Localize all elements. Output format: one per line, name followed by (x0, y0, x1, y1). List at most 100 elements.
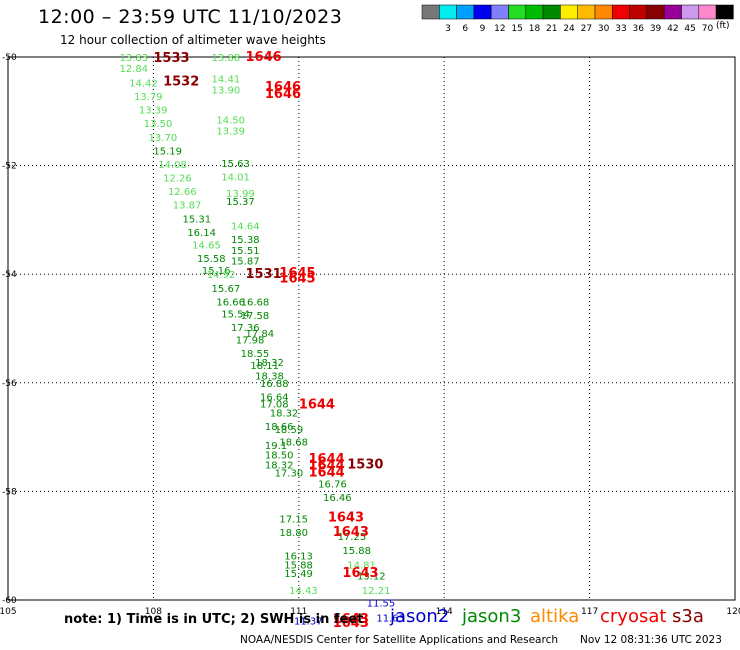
pass-time-label: 1646 (265, 87, 301, 102)
pass-time-label: 1531 (245, 267, 281, 282)
wave-height-label: 13.70 (149, 133, 178, 144)
color-scale-swatch (560, 4, 578, 20)
y-tick-label: -52 (2, 162, 17, 172)
x-tick-label: 114 (436, 607, 453, 617)
wave-height-label: 15.31 (182, 214, 211, 225)
color-scale-label: 18 (529, 24, 541, 34)
color-scale-swatch (456, 4, 475, 20)
wave-height-label: 14.81 (347, 561, 376, 572)
wave-height-label: 15.37 (226, 197, 255, 208)
x-tick-label: 111 (290, 607, 307, 617)
wave-height-label: 14.43 (289, 586, 318, 597)
wave-height-label: 13.39 (139, 106, 168, 117)
pass-time-label: 1646 (245, 50, 281, 65)
color-scale-label: 6 (462, 24, 468, 34)
wave-height-label: 15.88 (284, 561, 313, 572)
color-scale-label: 24 (563, 24, 575, 34)
x-tick-label: 108 (145, 607, 162, 617)
wave-height-label: 13.99 (226, 189, 255, 200)
wave-height-label: 15.88 (342, 546, 371, 557)
color-scale-swatch (698, 4, 717, 20)
pass-time-label: 1644 (308, 465, 344, 480)
wave-height-label: 16.88 (260, 379, 289, 390)
wave-height-label: 15.49 (284, 569, 313, 580)
color-scale-swatch (439, 4, 457, 20)
wave-height-label: 18.32 (265, 460, 294, 471)
wave-height-label: 13.87 (173, 201, 202, 212)
x-tick-label: 105 (0, 607, 17, 617)
wave-height-label: 16.68 (241, 297, 270, 308)
footer-timestamp: Nov 12 08:31:36 UTC 2023 (580, 634, 722, 646)
wave-height-label: 15.87 (231, 257, 260, 268)
wave-height-label: 14.50 (216, 115, 245, 126)
legend-s3a: s3a (672, 606, 704, 627)
wave-height-label: 14.64 (231, 221, 260, 232)
wave-height-label: 15.58 (197, 254, 226, 265)
color-scale-label: 42 (667, 24, 678, 34)
wave-height-label: 16.14 (187, 228, 216, 239)
wave-height-label: 14.92 (207, 270, 236, 281)
wave-height-label: 17.08 (260, 399, 289, 410)
wave-height-label: 14.01 (221, 172, 250, 183)
pass-time-label: 1644 (299, 398, 335, 413)
wave-height-label: 15.54 (221, 309, 250, 320)
wave-height-label: 13.83 (119, 53, 148, 64)
legend-altika: altika (530, 606, 580, 627)
x-tick-label: 120 (726, 607, 740, 617)
pass-time-label: 1532 (163, 74, 199, 89)
pass-time-label: 1645 (279, 272, 315, 287)
color-scale-swatch (490, 4, 509, 20)
wave-height-label: 18.32 (270, 409, 299, 420)
wave-height-label: 12.21 (362, 586, 391, 597)
wave-height-label: 15.67 (212, 284, 241, 295)
wave-height-label: 14.65 (192, 240, 221, 251)
x-tick-label: 117 (581, 607, 598, 617)
legend-jason3: jason3 (462, 606, 522, 627)
color-scale-swatch (715, 4, 734, 20)
color-scale-label: 27 (581, 24, 592, 34)
y-tick-label: -56 (2, 379, 17, 389)
y-tick-label: -58 (2, 487, 17, 497)
wave-height-label: 17.25 (338, 532, 367, 543)
pass-time-label: 1533 (153, 51, 189, 66)
wave-height-label: 13.50 (144, 119, 173, 130)
wave-height-label: 19.1 (265, 441, 287, 452)
y-tick-label: -54 (2, 270, 17, 280)
wave-height-label: 17.84 (245, 329, 274, 340)
legend-cryosat: cryosat (600, 606, 667, 627)
color-scale-swatch (525, 4, 544, 20)
wave-height-label: 18.59 (275, 425, 304, 436)
wave-height-label: 16.64 (260, 392, 289, 403)
color-scale-swatch (594, 4, 613, 20)
color-scale-swatch (646, 4, 665, 20)
pass-time-label: 1645 (279, 266, 315, 281)
pass-time-label: 1643 (333, 525, 369, 540)
wave-height-label: 16.66 (216, 297, 245, 308)
wave-height-label: 13.90 (212, 86, 241, 97)
wave-height-label: 16.76 (318, 479, 347, 490)
wave-height-label: 18.11 (250, 361, 279, 372)
wave-height-label: 18.38 (255, 372, 284, 383)
color-scale-swatch (681, 4, 700, 20)
wave-height-label: 17.58 (241, 311, 270, 322)
wave-height-label: 12.84 (119, 64, 148, 75)
wave-height-label: 14.08 (158, 160, 187, 171)
wave-height-label: 14.42 (129, 79, 158, 90)
wave-height-label: 15.12 (357, 572, 386, 583)
wave-height-label: 12.66 (168, 187, 197, 198)
color-scale-label: 3 (445, 24, 451, 34)
color-scale-swatch (612, 4, 630, 20)
wave-height-label: 18.68 (279, 437, 308, 448)
wave-height-label: 18.55 (241, 349, 270, 360)
color-scale-label: 36 (633, 24, 645, 34)
color-scale-label: 33 (615, 24, 626, 34)
wave-height-label: 11.63 (376, 613, 405, 624)
wave-height-label: 16.13 (284, 551, 313, 562)
color-scale-label: 15 (511, 24, 522, 34)
chart-subtitle: 12 hour collection of altimeter wave hei… (60, 33, 326, 47)
plot-frame (7, 56, 736, 601)
color-scale-swatch (421, 4, 440, 20)
wave-height-label: 17.30 (275, 468, 304, 479)
wave-height-label: 17.36 (231, 323, 260, 334)
